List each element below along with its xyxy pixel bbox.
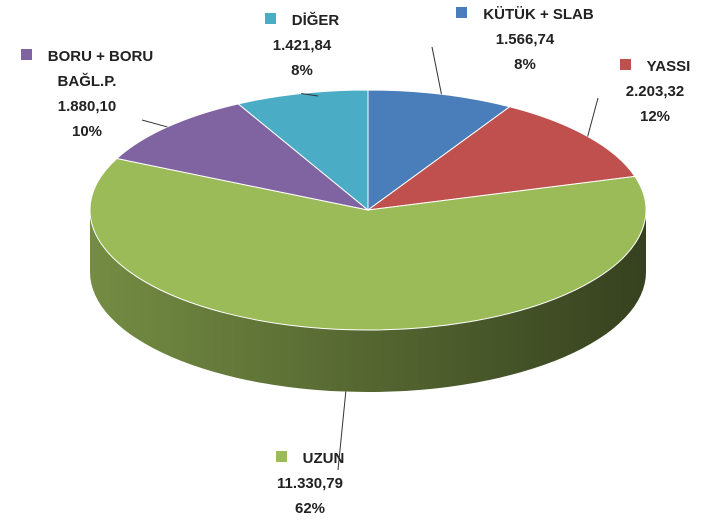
legend-swatch <box>456 7 468 18</box>
legend-swatch <box>275 451 287 462</box>
leader-line <box>337 391 347 471</box>
leader-line <box>141 119 168 128</box>
percent-label: 10% <box>71 123 103 140</box>
value-label: 1.880,10 <box>57 98 117 115</box>
slice-side <box>90 210 646 392</box>
leader-line <box>587 97 599 137</box>
value-label: 11.330,79 <box>277 475 343 492</box>
legend-swatch <box>20 49 32 60</box>
slice <box>115 103 369 211</box>
data-label: KÜTÜK + SLAB 1.566,74 8% <box>455 2 595 77</box>
slice <box>367 89 511 211</box>
legend-swatch <box>619 59 631 70</box>
percent-label: 12% <box>639 108 671 125</box>
data-label: UZUN 11.330,79 62% <box>240 446 380 521</box>
category-label: KÜTÜK + SLAB <box>483 6 594 23</box>
legend-swatch <box>264 13 276 24</box>
leader-line <box>301 93 319 97</box>
percent-label: 8% <box>291 62 313 79</box>
data-label: DİĞER 1.421,84 8% <box>232 8 372 83</box>
slice <box>89 157 647 331</box>
category-label: YASSI <box>646 58 691 75</box>
data-label: BORU + BORU BAĞL.P. 1.880,10 10% <box>2 44 172 144</box>
percent-label: 62% <box>294 500 326 517</box>
value-label: 1.566,74 <box>495 31 555 48</box>
leader-line <box>431 46 442 95</box>
value-label: 2.203,32 <box>625 83 685 100</box>
category-label: UZUN <box>302 450 345 467</box>
percent-label: 8% <box>514 56 536 73</box>
data-label: YASSI 2.203,32 12% <box>600 54 705 129</box>
category-label: DİĞER <box>291 12 340 29</box>
category-label: BORU + BORU BAĞL.P. <box>47 48 154 90</box>
value-label: 1.421,84 <box>272 37 332 54</box>
